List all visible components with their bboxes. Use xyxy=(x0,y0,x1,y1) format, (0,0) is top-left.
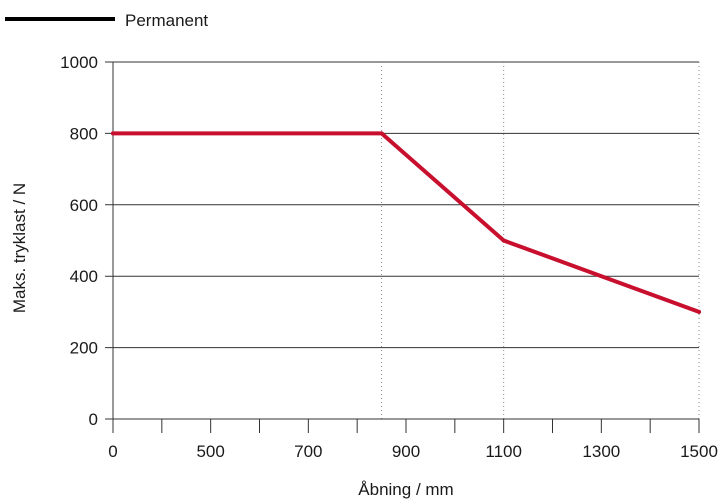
grid xyxy=(105,61,700,419)
y-axis-title: Maks. tryklast / N xyxy=(10,183,29,313)
y-tick-label: 400 xyxy=(70,267,98,286)
x-tick-label: 500 xyxy=(196,442,224,461)
y-tick-label: 600 xyxy=(70,196,98,215)
series xyxy=(111,131,701,314)
x-axis-title: Åbning / mm xyxy=(358,480,453,499)
legend: Permanent xyxy=(5,11,208,30)
x-tick-label: 1100 xyxy=(485,442,522,461)
y-tick-label: 1000 xyxy=(60,53,98,72)
y-tick-label: 800 xyxy=(70,124,98,143)
data-point xyxy=(111,131,115,136)
x-tick-label: 1300 xyxy=(582,442,620,461)
x-tick-label: 700 xyxy=(294,442,322,461)
x-tick-label: 0 xyxy=(108,442,117,461)
y-tick-label: 200 xyxy=(70,339,98,358)
axes xyxy=(105,62,700,433)
data-point xyxy=(379,131,384,136)
y-tick-label: 0 xyxy=(89,410,98,429)
series-line xyxy=(111,131,701,314)
data-point xyxy=(501,238,506,243)
tick-labels: 0 200 400 600 800 1000 0 500 700 900 1100 1300 1500 xyxy=(60,53,718,461)
x-tick-label: 1500 xyxy=(680,442,718,461)
data-point xyxy=(697,309,701,314)
legend-label-permanent: Permanent xyxy=(125,11,208,30)
x-tick-label: 900 xyxy=(392,442,420,461)
